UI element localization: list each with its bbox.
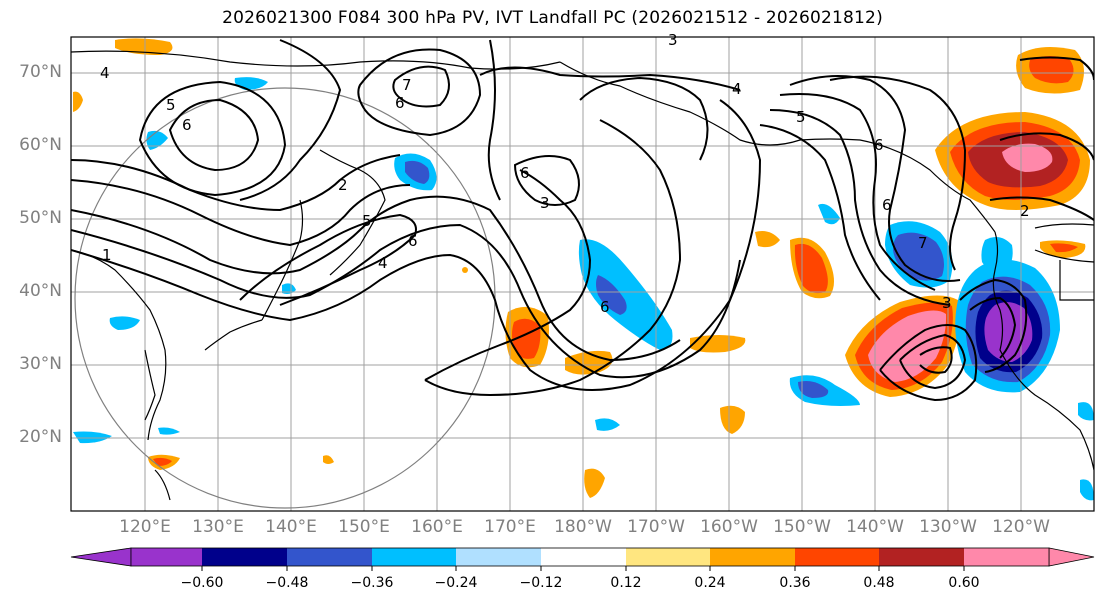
contour-label: 5 — [166, 96, 176, 114]
colorbar-swatch — [131, 548, 202, 566]
contour-label: 6 — [395, 94, 405, 112]
contour-label-group: 3 4 5 6 7 6 6 2 5 6 4 1 6 3 4 5 6 6 7 3 … — [100, 31, 1030, 316]
colorbar-outline — [130, 547, 1050, 567]
graticule — [71, 37, 1094, 511]
colorbar-high-extend — [1048, 547, 1095, 567]
lat-label: 20°N — [19, 427, 62, 447]
contour-label: 6 — [408, 232, 418, 250]
lon-label: 120°E — [119, 517, 171, 537]
colorbar-tick-label: 0.60 — [948, 575, 980, 591]
lon-label: 160°E — [411, 517, 463, 537]
lat-label: 70°N — [19, 62, 62, 82]
colorbar-ticks — [201, 566, 965, 571]
colorbar-tick-label: 0.24 — [694, 575, 726, 591]
colorbar-swatch — [202, 548, 287, 566]
contour-label: 3 — [668, 31, 678, 49]
colorbar-swatch — [541, 548, 626, 566]
contour-label: 5 — [362, 212, 372, 230]
contour-label: 6 — [182, 116, 192, 134]
colorbar — [70, 547, 1095, 571]
colorbar-tick-label: −0.24 — [434, 575, 478, 591]
contour-label: 4 — [378, 254, 388, 272]
colorbar-tick-label: 0.48 — [863, 575, 895, 591]
lon-label: 120°W — [992, 517, 1050, 537]
colorbar-swatch — [795, 548, 879, 566]
colorbar-tick-label: −0.48 — [265, 575, 309, 591]
colorbar-tick-label: 0.12 — [610, 575, 642, 591]
colorbar-swatch — [287, 548, 372, 566]
lon-label: 130°W — [919, 517, 977, 537]
plot-frame — [70, 36, 1095, 512]
colorbar-swatch — [710, 548, 795, 566]
lon-label: 140°E — [265, 517, 317, 537]
lon-label: 150°W — [773, 517, 831, 537]
contour-label: 4 — [732, 80, 742, 98]
ivt-shading — [73, 38, 1094, 501]
colorbar-swatch — [626, 548, 710, 566]
contour-label: 5 — [796, 108, 806, 126]
contour-label: 6 — [520, 164, 530, 182]
colorbar-tick-label: −0.60 — [180, 575, 224, 591]
lat-label: 60°N — [19, 135, 62, 155]
pv-contours — [71, 39, 1094, 402]
contour-label: 6 — [600, 298, 610, 316]
coastlines — [71, 50, 1094, 501]
lon-label: 130°E — [192, 517, 244, 537]
contour-label: 2 — [1020, 202, 1030, 220]
colorbar-tick-label: 0.36 — [779, 575, 811, 591]
lat-label: 40°N — [19, 281, 62, 301]
colorbar-swatch — [879, 548, 964, 566]
lon-label: 140°W — [846, 517, 904, 537]
contour-label: 1 — [102, 246, 112, 264]
contour-label: 2 — [338, 176, 348, 194]
contour-label: 6 — [882, 196, 892, 214]
lon-label: 180°W — [554, 517, 612, 537]
contour-label: 3 — [540, 194, 550, 212]
colorbar-swatch — [456, 548, 541, 566]
colorbar-tick-label: −0.36 — [350, 575, 394, 591]
contour-label: 7 — [402, 76, 412, 94]
lat-label: 30°N — [19, 354, 62, 374]
contour-label: 6 — [874, 136, 884, 154]
contour-label: 4 — [100, 64, 110, 82]
colorbar-low-extend — [70, 547, 132, 567]
lon-label: 170°E — [484, 517, 536, 537]
contour-label: 3 — [942, 294, 952, 312]
colorbar-swatch — [964, 548, 1049, 566]
colorbar-swatch — [372, 548, 456, 566]
lon-label: 160°W — [700, 517, 758, 537]
lon-label: 170°W — [627, 517, 685, 537]
lat-label: 50°N — [19, 208, 62, 228]
contour-label: 7 — [918, 234, 928, 252]
colorbar-tick-label: −0.12 — [519, 575, 563, 591]
lon-label: 150°E — [338, 517, 390, 537]
figure-title: 2026021300 F084 300 hPa PV, IVT Landfall… — [222, 8, 883, 28]
